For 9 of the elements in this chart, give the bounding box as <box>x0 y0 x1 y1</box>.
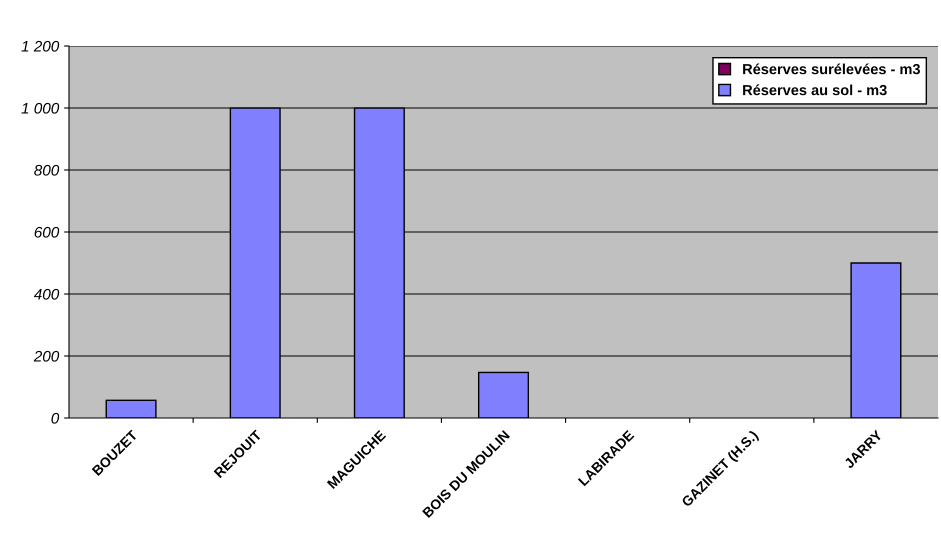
y-tick-label: 1 200 <box>21 40 60 52</box>
y-tick-label: 800 <box>34 164 60 176</box>
legend-label: Réserves surélevées - m3 <box>743 63 920 74</box>
y-tick-label: 200 <box>34 350 60 362</box>
y-tick-label: 400 <box>34 288 60 300</box>
y-tick-label: 1 000 <box>21 102 60 114</box>
legend-label: Réserves au sol - m3 <box>743 84 887 96</box>
y-tick-label: 0 <box>51 412 60 424</box>
y-tick-label: 600 <box>34 226 60 238</box>
